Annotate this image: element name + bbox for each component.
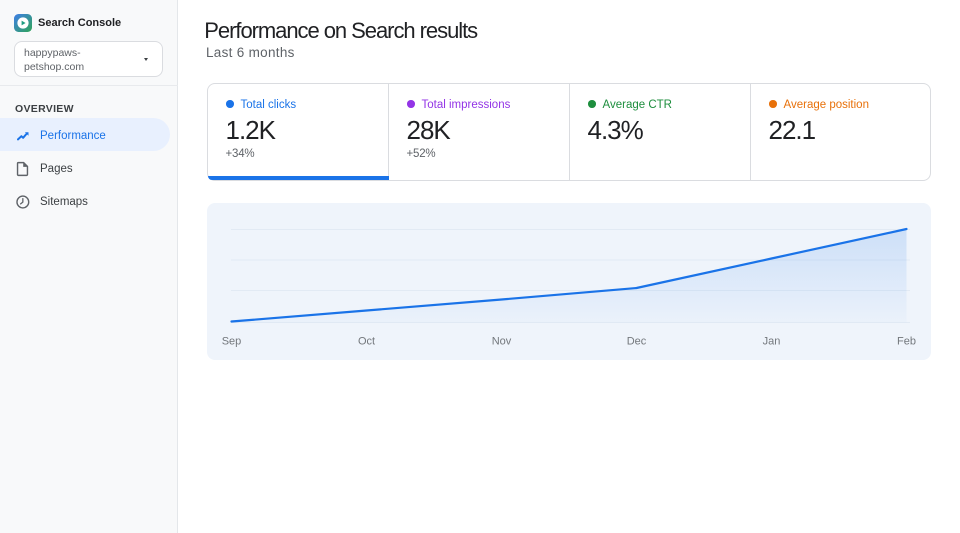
svg-text:Jan: Jan <box>763 336 781 348</box>
svg-text:Nov: Nov <box>492 336 512 348</box>
svg-text:Dec: Dec <box>627 336 647 348</box>
svg-text:Feb: Feb <box>897 336 916 348</box>
svg-text:Oct: Oct <box>358 336 375 348</box>
svg-text:Sep: Sep <box>222 336 242 348</box>
